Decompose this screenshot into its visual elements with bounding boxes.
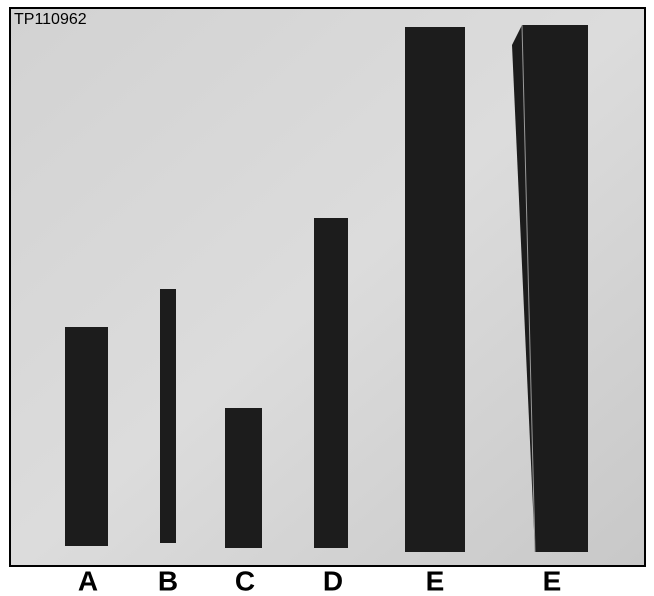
block-c (225, 408, 262, 548)
block-label: B (158, 565, 178, 596)
block-a (65, 327, 108, 546)
block-edge (521, 24, 536, 553)
block-e1 (405, 27, 465, 552)
blocks (65, 24, 588, 553)
block-e2 (512, 25, 588, 552)
block-label: A (78, 565, 98, 596)
block-label: E (426, 565, 445, 596)
image-id: TP110962 (14, 11, 87, 28)
block-label: C (235, 565, 255, 596)
block-label: D (323, 565, 343, 596)
block-b (160, 289, 176, 543)
block-label: E (543, 565, 562, 596)
block-d (314, 218, 348, 548)
